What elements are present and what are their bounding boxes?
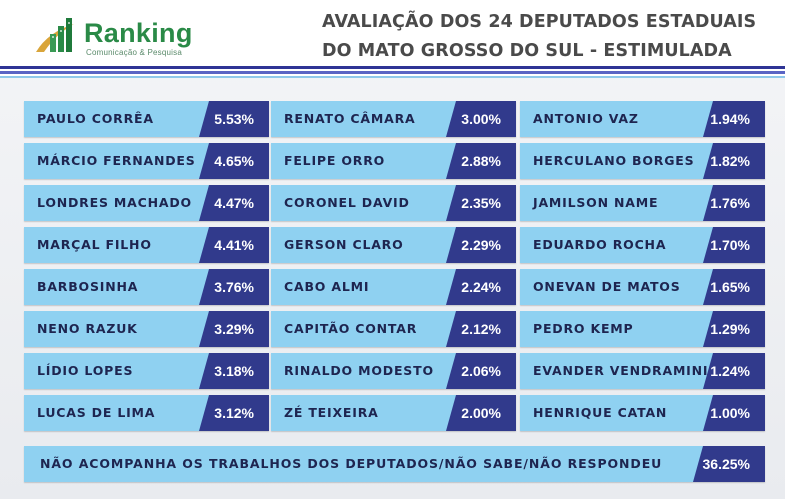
candidate-value: 1.70% [703, 227, 765, 263]
stripe-mid [0, 71, 785, 74]
candidate-row: ONEVAN DE MATOS 1.65% [520, 269, 765, 305]
candidate-value: 2.35% [446, 185, 516, 221]
candidate-value: 3.00% [446, 101, 516, 137]
candidate-row: PAULO CORRÊA 5.53% [24, 101, 269, 137]
candidate-row: ANTONIO VAZ 1.94% [520, 101, 765, 137]
candidate-name: FELIPE ORRO [284, 153, 386, 168]
candidate-name: LONDRES MACHADO [37, 195, 192, 210]
candidate-value: 5.53% [199, 101, 269, 137]
candidate-name: LUCAS DE LIMA [37, 405, 156, 420]
candidate-value: 2.88% [446, 143, 516, 179]
candidate-name: MÁRCIO FERNANDES [37, 153, 196, 168]
candidate-name: JAMILSON NAME [533, 195, 659, 210]
candidate-value: 1.82% [703, 143, 765, 179]
candidate-value: 2.29% [446, 227, 516, 263]
candidate-value: 2.12% [446, 311, 516, 347]
candidate-row: RINALDO MODESTO 2.06% [271, 353, 516, 389]
candidate-value: 2.24% [446, 269, 516, 305]
candidate-row: RENATO CÂMARA 3.00% [271, 101, 516, 137]
candidate-value: 1.65% [703, 269, 765, 305]
candidate-value: 1.29% [703, 311, 765, 347]
candidate-value: 3.18% [199, 353, 269, 389]
candidate-value: 4.65% [199, 143, 269, 179]
header: Ranking Comunicação & Pesquisa AVALIAÇÃO… [0, 0, 785, 78]
footer-label: NÃO ACOMPANHA OS TRABALHOS DOS DEPUTADOS… [40, 456, 663, 471]
candidate-row: JAMILSON NAME 1.76% [520, 185, 765, 221]
candidate-name: ANTONIO VAZ [533, 111, 639, 126]
candidate-name: ZÉ TEIXEIRA [284, 405, 379, 420]
candidate-name: ONEVAN DE MATOS [533, 279, 681, 294]
candidate-name: PAULO CORRÊA [37, 111, 154, 126]
candidate-name: EVANDER VENDRAMINI [533, 363, 709, 378]
candidate-row: EDUARDO ROCHA 1.70% [520, 227, 765, 263]
title-line-1: AVALIAÇÃO DOS 24 DEPUTADOS ESTADUAIS [322, 12, 757, 32]
candidate-row: PEDRO KEMP 1.29% [520, 311, 765, 347]
candidate-name: EDUARDO ROCHA [533, 237, 667, 252]
candidate-row: LÍDIO LOPES 3.18% [24, 353, 269, 389]
candidate-row: HERCULANO BORGES 1.82% [520, 143, 765, 179]
candidate-value: 1.24% [703, 353, 765, 389]
candidate-row: NENO RAZUK 3.29% [24, 311, 269, 347]
candidate-name: CABO ALMI [284, 279, 370, 294]
title-line-2: DO MATO GROSSO DO SUL - ESTIMULADA [322, 41, 732, 61]
candidate-value: 1.00% [703, 395, 765, 431]
candidate-name: MARÇAL FILHO [37, 237, 152, 252]
candidate-value: 3.29% [199, 311, 269, 347]
candidate-name: RENATO CÂMARA [284, 111, 416, 126]
candidate-value: 1.94% [703, 101, 765, 137]
logo-name: Ranking [84, 18, 193, 48]
ranking-logo-icon [36, 18, 74, 52]
candidate-row: MÁRCIO FERNANDES 4.65% [24, 143, 269, 179]
candidate-name: BARBOSINHA [37, 279, 139, 294]
header-stripes [0, 66, 785, 84]
candidate-row: CABO ALMI 2.24% [271, 269, 516, 305]
candidate-name: PEDRO KEMP [533, 321, 634, 336]
stripe-dark [0, 66, 785, 69]
candidate-name: RINALDO MODESTO [284, 363, 434, 378]
candidate-name: NENO RAZUK [37, 321, 138, 336]
candidate-value: 4.41% [199, 227, 269, 263]
candidate-row: MARÇAL FILHO 4.41% [24, 227, 269, 263]
candidate-row: BARBOSINHA 3.76% [24, 269, 269, 305]
candidate-row: FELIPE ORRO 2.88% [271, 143, 516, 179]
footer-row: NÃO ACOMPANHA OS TRABALHOS DOS DEPUTADOS… [24, 446, 765, 482]
candidate-row: ZÉ TEIXEIRA 2.00% [271, 395, 516, 431]
logo-subtitle: Comunicação & Pesquisa [86, 48, 183, 57]
candidate-name: HERCULANO BORGES [533, 153, 695, 168]
candidate-row: HENRIQUE CATAN 1.00% [520, 395, 765, 431]
candidate-name: HENRIQUE CATAN [533, 405, 668, 420]
candidate-name: CORONEL DAVID [284, 195, 410, 210]
candidate-row: GERSON CLARO 2.29% [271, 227, 516, 263]
candidate-name: LÍDIO LOPES [37, 363, 134, 378]
candidate-row: CORONEL DAVID 2.35% [271, 185, 516, 221]
candidate-row: EVANDER VENDRAMINI 1.24% [520, 353, 765, 389]
stripe-light [0, 76, 785, 78]
candidate-name: CAPITÃO CONTAR [284, 321, 418, 336]
candidate-value: 3.76% [199, 269, 269, 305]
candidate-row: LONDRES MACHADO 4.47% [24, 185, 269, 221]
page-title: AVALIAÇÃO DOS 24 DEPUTADOS ESTADUAIS DO … [322, 8, 772, 66]
candidate-row: CAPITÃO CONTAR 2.12% [271, 311, 516, 347]
candidate-value: 2.06% [446, 353, 516, 389]
candidate-value: 4.47% [199, 185, 269, 221]
candidate-value: 1.76% [703, 185, 765, 221]
footer-value: 36.25% [693, 446, 765, 482]
candidate-row: LUCAS DE LIMA 3.12% [24, 395, 269, 431]
candidate-name: GERSON CLARO [284, 237, 404, 252]
candidate-value: 3.12% [199, 395, 269, 431]
candidate-value: 2.00% [446, 395, 516, 431]
ranking-logo: Ranking Comunicação & Pesquisa [34, 12, 204, 60]
